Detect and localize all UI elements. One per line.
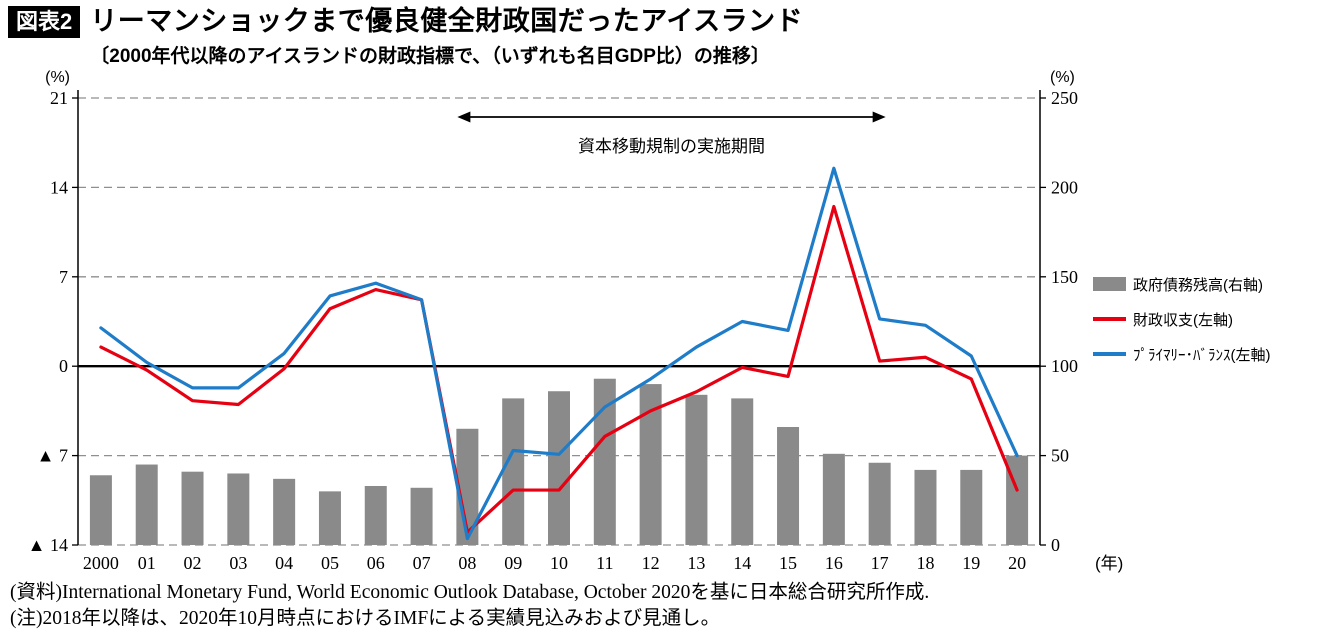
titles: リーマンショックまで優良健全財政国だったアイスランド 〔2000年代以降のアイス…: [90, 6, 803, 68]
svg-text:200: 200: [1051, 177, 1078, 197]
svg-text:20: 20: [1008, 553, 1026, 573]
svg-text:19: 19: [962, 553, 980, 573]
methodology-note: (注)2018年以降は、2020年10月時点におけるIMFによる実績見込みおよび…: [10, 607, 721, 629]
svg-text:11: 11: [596, 553, 613, 573]
svg-text:08: 08: [458, 553, 476, 573]
figure-number-tag: 図表2: [8, 6, 81, 39]
svg-text:21: 21: [50, 88, 68, 108]
svg-text:250: 250: [1051, 88, 1078, 108]
legend-label-fiscal-balance: 財政収支(左軸): [1133, 311, 1233, 329]
legend-item-fiscal-balance: 財政収支(左軸): [1093, 309, 1271, 329]
svg-text:(年): (年): [1095, 554, 1123, 573]
svg-text:(%): (%): [1050, 69, 1075, 86]
svg-text:資本移動規制の実施期間: 資本移動規制の実施期間: [578, 137, 765, 156]
legend: 政府債務残高(右軸) 財政収支(左軸) ﾌﾟﾗｲﾏﾘｰ･ﾊﾞﾗﾝｽ(左軸): [1093, 274, 1271, 379]
svg-text:03: 03: [229, 553, 247, 573]
svg-text:01: 01: [138, 553, 156, 573]
svg-text:02: 02: [184, 553, 202, 573]
primary-balance-line-swatch: [1093, 352, 1126, 356]
legend-label-government-debt: 政府債務残高(右軸): [1133, 276, 1263, 294]
svg-text:17: 17: [871, 553, 889, 573]
svg-text:0: 0: [1051, 535, 1060, 555]
svg-text:▲ 7: ▲ 7: [37, 446, 68, 466]
footer: (資料)International Monetary Fund, World E…: [10, 580, 929, 631]
government-debt-bar-swatch: [1093, 277, 1126, 291]
legend-label-primary-balance: ﾌﾟﾗｲﾏﾘｰ･ﾊﾞﾗﾝｽ(左軸): [1133, 346, 1271, 364]
svg-text:14: 14: [733, 553, 751, 573]
chart-title: リーマンショックまで優良健全財政国だったアイスランド: [90, 6, 804, 36]
svg-text:04: 04: [275, 553, 293, 573]
svg-text:0: 0: [59, 356, 68, 376]
svg-text:15: 15: [779, 553, 797, 573]
svg-text:07: 07: [413, 553, 431, 573]
svg-text:10: 10: [550, 553, 568, 573]
svg-text:09: 09: [504, 553, 522, 573]
legend-item-primary-balance: ﾌﾟﾗｲﾏﾘｰ･ﾊﾞﾗﾝｽ(左軸): [1093, 344, 1271, 364]
svg-text:16: 16: [825, 553, 843, 573]
legend-item-government-debt: 政府債務残高(右軸): [1093, 274, 1271, 294]
source-note: (資料)International Monetary Fund, World E…: [10, 582, 930, 603]
svg-text:06: 06: [367, 553, 385, 573]
header: 図表2 リーマンショックまで優良健全財政国だったアイスランド 〔2000年代以降…: [8, 6, 803, 68]
svg-text:05: 05: [321, 553, 339, 573]
svg-text:50: 50: [1051, 446, 1069, 466]
svg-text:18: 18: [916, 553, 934, 573]
svg-text:▲ 14: ▲ 14: [28, 535, 68, 555]
svg-text:7: 7: [59, 267, 68, 287]
svg-text:2000: 2000: [83, 553, 119, 573]
fiscal-balance-line-swatch: [1093, 317, 1126, 321]
svg-text:14: 14: [50, 177, 68, 197]
svg-text:(%): (%): [45, 69, 70, 86]
svg-text:100: 100: [1051, 356, 1078, 376]
chart-subtitle: 〔2000年代以降のアイスランドの財政指標で、（いずれも名目GDP比）の推移〕: [90, 46, 770, 68]
svg-text:13: 13: [687, 553, 705, 573]
svg-text:150: 150: [1051, 267, 1078, 287]
svg-text:12: 12: [642, 553, 660, 573]
